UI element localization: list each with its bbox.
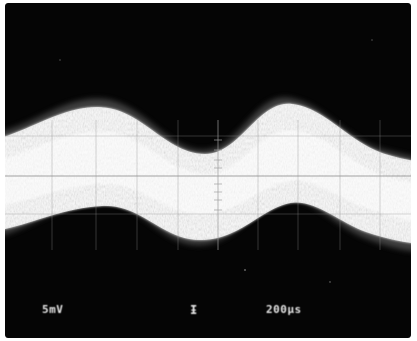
- graticule-ticks: [214, 139, 222, 211]
- graticule-horizontal-lines: [5, 135, 411, 215]
- volts-per-div-readout: 5mV: [42, 303, 64, 316]
- screen-dust: [59, 39, 373, 283]
- time-per-div-readout: 200µs: [266, 303, 302, 316]
- graticule-vertical-lines: [51, 120, 381, 250]
- trigger-marker: Ɨ: [190, 303, 198, 317]
